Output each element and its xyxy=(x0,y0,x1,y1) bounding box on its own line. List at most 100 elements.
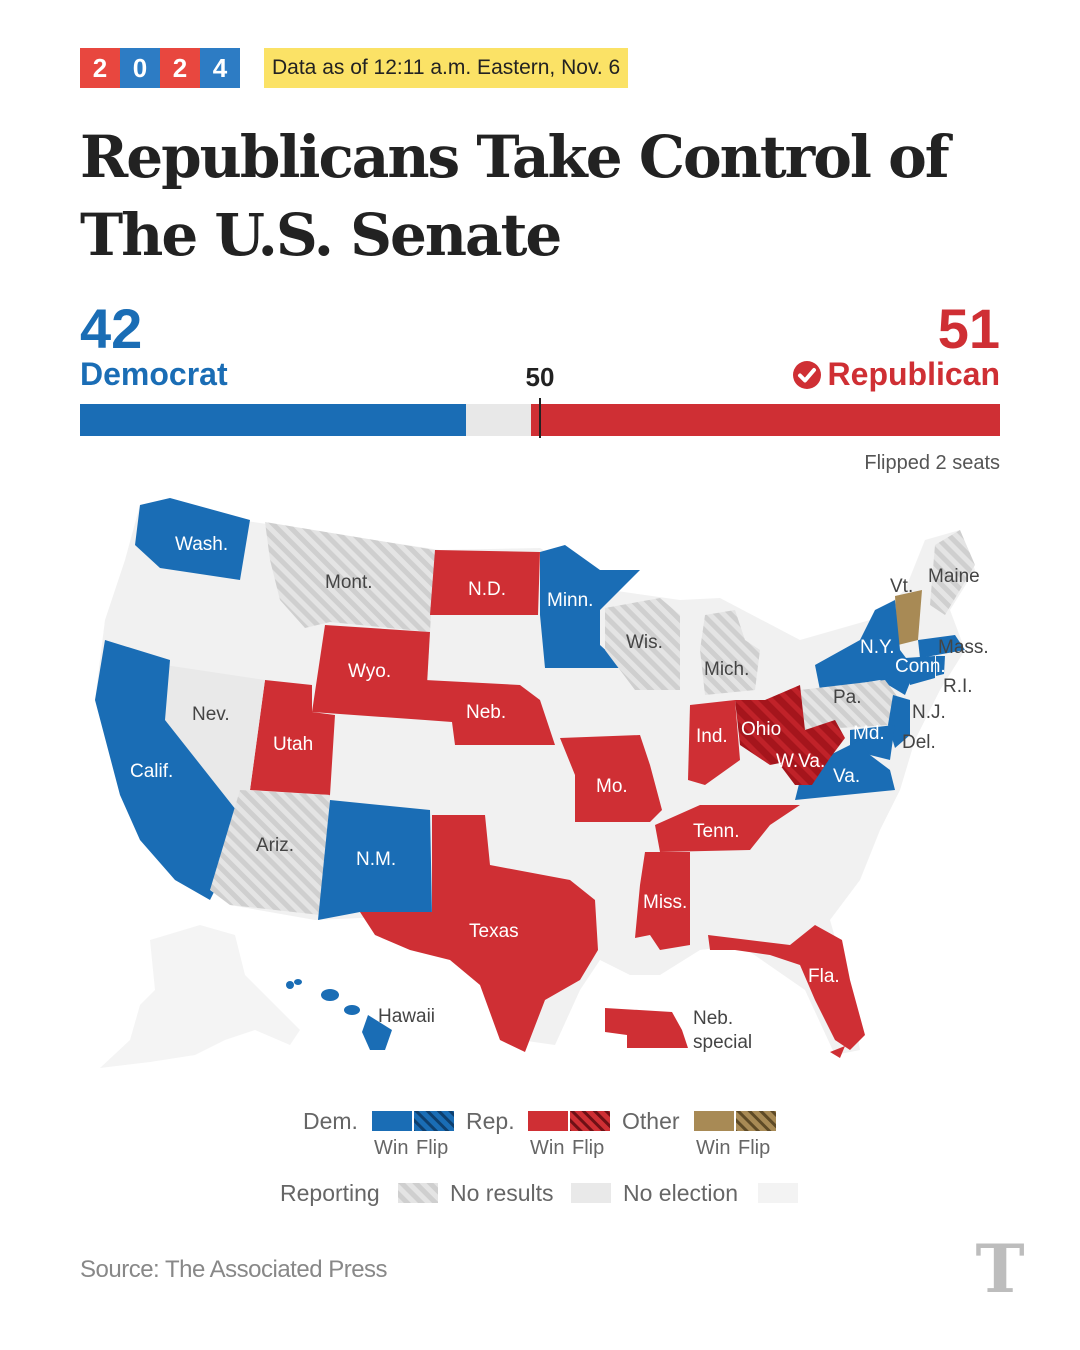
legend-dem-win-swatch xyxy=(372,1111,412,1131)
state-nd xyxy=(430,550,540,615)
state-md xyxy=(850,725,895,760)
label-miss: Miss. xyxy=(643,892,687,913)
state-ny xyxy=(815,600,915,695)
label-mont: Mont. xyxy=(325,572,373,593)
state-ri xyxy=(936,656,945,676)
nyt-logo-letter: T xyxy=(975,1234,1024,1306)
label-maine: Maine xyxy=(928,566,980,587)
year-digit: 2 xyxy=(80,48,120,88)
state-mont xyxy=(265,522,435,632)
label-vt: Vt. xyxy=(890,576,913,597)
legend-dem: Dem. xyxy=(303,1108,358,1134)
legend-no-results-swatch xyxy=(571,1183,611,1203)
data-timestamp: Data as of 12:11 a.m. Eastern, Nov. 6 xyxy=(264,48,629,88)
state-ohio xyxy=(735,685,805,765)
state-miss xyxy=(635,852,690,950)
label-conn: Conn. xyxy=(895,656,946,677)
state-wis xyxy=(605,598,680,690)
state-conn xyxy=(905,656,935,685)
legend-rep-win-label: Win xyxy=(530,1137,565,1159)
label-nev: Nev. xyxy=(192,704,230,725)
flipped-note: Flipped 2 seats xyxy=(864,452,1000,474)
label-wis: Wis. xyxy=(626,632,663,653)
legend-dem-flip-label: Flip xyxy=(416,1137,449,1159)
label-ri: R.I. xyxy=(943,676,973,697)
label-wash: Wash. xyxy=(175,534,228,555)
year-digit: 2 xyxy=(160,48,200,88)
state-ind xyxy=(688,700,740,785)
year-digit: 4 xyxy=(200,48,240,88)
label-hawaii: Hawaii xyxy=(378,1006,435,1027)
state-wyo xyxy=(312,625,430,720)
senate-map: Wash. Mont. N.D. Minn. Maine Vt. Wis. Mi… xyxy=(95,498,989,1068)
dem-seat-count: 42 xyxy=(80,297,143,360)
label-minn: Minn. xyxy=(547,590,593,611)
state-maine xyxy=(930,530,975,615)
state-wva xyxy=(780,720,845,785)
label-texas: Texas xyxy=(469,921,519,942)
legend-dem-flip-swatch xyxy=(414,1111,454,1131)
label-calif: Calif. xyxy=(130,761,173,782)
year-badge: 2 0 2 4 xyxy=(80,48,240,88)
label-ind: Ind. xyxy=(696,726,728,747)
label-del: Del. xyxy=(902,732,936,753)
label-nm: N.M. xyxy=(356,849,396,870)
state-ariz xyxy=(210,790,330,915)
legend-other-win-swatch xyxy=(694,1111,734,1131)
dem-label: Democrat xyxy=(80,356,228,392)
state-fla-keys xyxy=(830,1046,845,1058)
check-circle-icon xyxy=(792,360,821,389)
rep-seat-count: 51 xyxy=(937,297,1000,360)
rep-label-group: Republican xyxy=(792,356,1000,393)
state-calif xyxy=(95,640,240,900)
page-title: Republicans Take Control of The U.S. Sen… xyxy=(80,118,1000,274)
legend-rep-flip-swatch xyxy=(570,1111,610,1131)
state-tenn xyxy=(655,805,800,852)
label-mo: Mo. xyxy=(596,776,628,797)
legend-no-election: No election xyxy=(623,1180,739,1206)
legend-reporting-swatch xyxy=(398,1183,438,1203)
state-wash xyxy=(135,498,250,580)
legend-no-results: No results xyxy=(450,1180,554,1206)
state-minn xyxy=(540,545,640,668)
label-neb: Neb. xyxy=(466,702,506,723)
nyt-logo-icon: T xyxy=(975,1234,1024,1306)
state-neb-special xyxy=(605,1008,688,1048)
state-nev xyxy=(165,665,265,815)
label-pa: Pa. xyxy=(833,687,862,708)
title-line-1: Republicans Take Control of xyxy=(80,123,950,191)
label-mass: Mass. xyxy=(938,637,989,658)
label-fla: Fla. xyxy=(808,966,840,987)
alaska-shape xyxy=(100,925,300,1068)
label-va: Va. xyxy=(833,766,860,787)
state-utah xyxy=(250,680,335,795)
label-md: Md. xyxy=(853,723,885,744)
state-vt xyxy=(895,590,922,645)
us-base-shape xyxy=(95,505,975,1055)
state-mass xyxy=(918,635,965,658)
majority-marker-label: 50 xyxy=(525,362,555,392)
label-neb-special-2: special xyxy=(693,1032,752,1053)
label-ariz: Ariz. xyxy=(256,835,294,856)
state-nm xyxy=(318,800,432,920)
label-mich: Mich. xyxy=(704,659,749,680)
state-mo xyxy=(560,735,662,822)
legend-rep-flip-label: Flip xyxy=(572,1137,605,1159)
legend-reporting: Reporting xyxy=(280,1180,380,1206)
label-ohio: Ohio xyxy=(741,719,781,740)
legend-no-election-swatch xyxy=(758,1183,798,1203)
label-wva: W.Va. xyxy=(776,751,825,772)
label-tenn: Tenn. xyxy=(693,821,739,842)
state-neb xyxy=(425,680,555,745)
seat-bar-rep xyxy=(530,404,1000,436)
legend-other: Other xyxy=(622,1108,680,1134)
legend-rep: Rep. xyxy=(466,1108,515,1134)
label-wyo: Wyo. xyxy=(348,661,391,682)
state-mich xyxy=(700,610,760,695)
legend-rep-win-swatch xyxy=(528,1111,568,1131)
label-ny: N.Y. xyxy=(860,637,895,658)
source-note: Source: The Associated Press xyxy=(80,1256,388,1283)
majority-marker-line xyxy=(539,398,541,438)
legend-dem-win-label: Win xyxy=(374,1137,409,1159)
title-line-2: The U.S. Senate xyxy=(80,201,562,269)
